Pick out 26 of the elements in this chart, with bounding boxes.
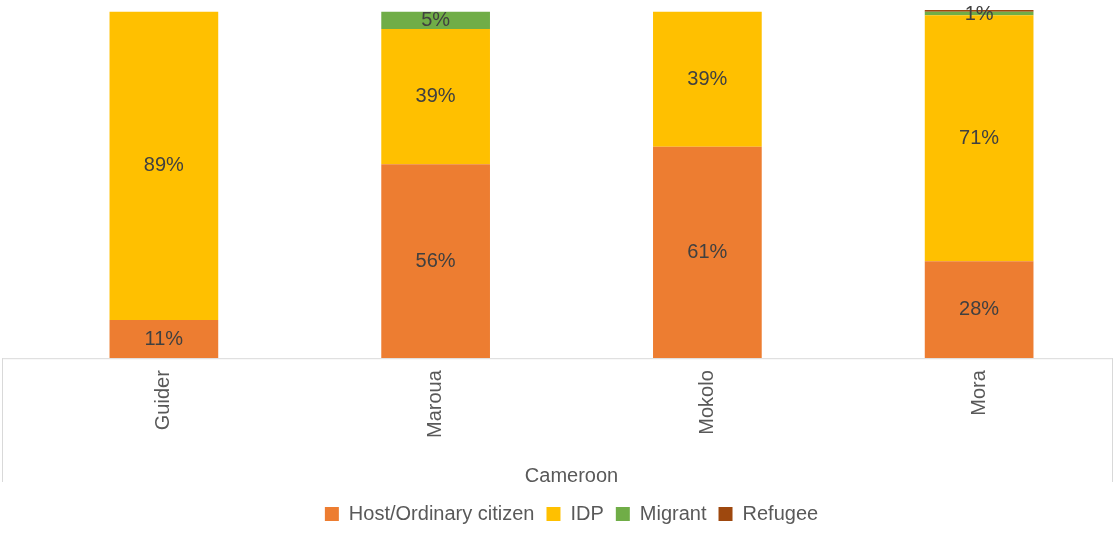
legend-label: IDP	[570, 501, 604, 524]
bar	[109, 11, 219, 321]
x-axis-title: Cameroon	[524, 463, 619, 486]
bar	[924, 261, 1034, 359]
bar	[381, 29, 490, 165]
legend-label: Migrant	[639, 501, 707, 524]
data-label: 56%	[415, 248, 456, 271]
legend-label: Host/Ordinary citizen	[348, 501, 535, 524]
data-label: 5%	[421, 7, 451, 30]
data-label: 71%	[959, 125, 1000, 148]
data-label: 39%	[415, 84, 456, 107]
legend-label: Refugee	[742, 501, 819, 524]
bar	[381, 164, 490, 359]
data-label: 89%	[143, 153, 185, 176]
x-tick-label: Maroua	[423, 369, 446, 438]
bar	[653, 11, 762, 147]
data-label: 1%	[964, 1, 994, 24]
data-label: 28%	[959, 297, 1000, 320]
x-tick-label: Mora	[966, 369, 989, 416]
x-tick-label: Mokolo	[694, 370, 717, 435]
bar	[653, 146, 762, 359]
data-label: 39%	[687, 66, 728, 89]
x-tick-label: Guider	[151, 369, 174, 431]
data-label: 11%	[144, 326, 184, 349]
data-label: 61%	[687, 240, 728, 263]
bar	[109, 320, 219, 359]
